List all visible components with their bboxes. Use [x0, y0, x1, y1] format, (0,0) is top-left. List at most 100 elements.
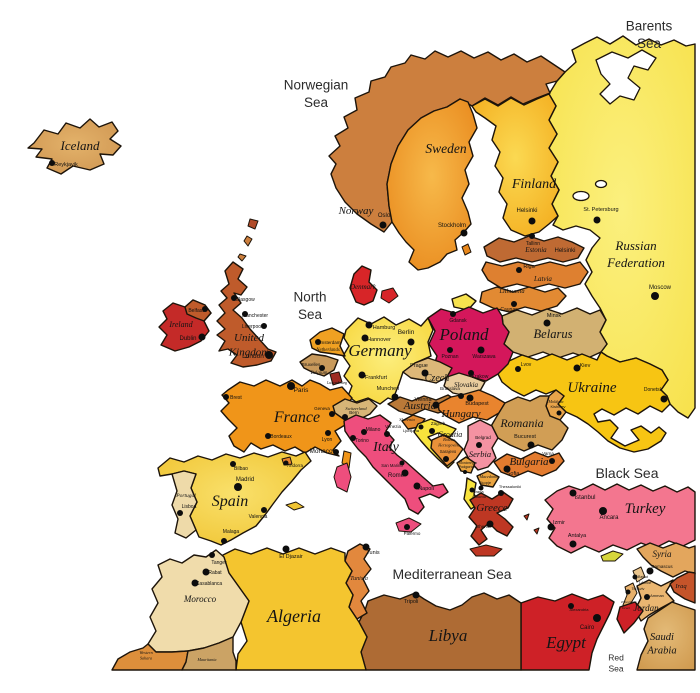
country-label: Mauritania — [196, 657, 216, 662]
sea-label: Barents — [626, 19, 673, 34]
city-label: Madrid — [236, 477, 254, 483]
country-label: Federation — [606, 255, 665, 270]
city-dot — [265, 351, 273, 359]
country-label: Finland — [511, 177, 557, 192]
country-label: Switzerland — [345, 406, 367, 411]
city-label: Caunas — [500, 307, 518, 313]
city-label: Helsinki — [554, 248, 575, 254]
city-dot — [569, 489, 577, 497]
country-shape-estonia — [483, 235, 585, 263]
country-label: Poland — [438, 325, 489, 344]
city-dot — [418, 424, 424, 430]
city-dot — [49, 160, 55, 166]
country-shape-sweden — [386, 98, 478, 271]
sea-label: Red — [608, 653, 624, 663]
city-label: Varna — [542, 451, 554, 456]
country-shape-mauritania — [181, 636, 237, 671]
city-label: Reykjavik — [54, 162, 78, 168]
country-shape-faroe — [247, 218, 259, 230]
country-shape-italy — [343, 414, 449, 515]
city-dot — [333, 449, 339, 455]
city-dot — [528, 217, 536, 225]
sea-label: Black Sea — [595, 465, 658, 481]
country-label: Hungary — [440, 408, 480, 420]
city-dot — [202, 306, 208, 312]
country-shape-kaliningrad — [451, 293, 477, 311]
country-label: Algeria — [266, 606, 321, 626]
city-dot — [429, 428, 435, 434]
city-label: Beirut — [638, 575, 649, 579]
country-label: Western — [139, 650, 152, 655]
country-shape-belgium — [299, 353, 339, 377]
city-label: Napoli — [418, 486, 434, 492]
city-label: Gdansk — [449, 318, 467, 324]
city-dot — [478, 485, 484, 491]
country-label: Germany — [348, 341, 412, 360]
country-label: Austria — [403, 400, 437, 412]
city-dot — [432, 401, 440, 409]
city-dot — [593, 614, 601, 622]
city-dot — [651, 292, 659, 300]
country-label: Iceland — [60, 138, 100, 153]
city-dot — [342, 414, 348, 420]
city-dot — [234, 483, 242, 491]
city-label: Paris — [294, 387, 310, 394]
country-shape-finland — [471, 93, 560, 237]
country-label: Serbia — [469, 449, 491, 459]
country-label: Bulgaria — [509, 456, 549, 468]
city-label: Belgrad — [475, 435, 491, 440]
country-label: Netherlands — [315, 348, 340, 353]
city-dot — [261, 507, 267, 513]
city-dot — [202, 568, 210, 576]
city-label: Athens — [475, 524, 490, 529]
country-label: Lithuania — [498, 288, 524, 295]
city-dot — [404, 524, 410, 530]
country-label: Belgium — [311, 371, 328, 376]
country-label: Belarus — [534, 327, 573, 341]
country-label: Portugal — [175, 493, 196, 499]
city-label: Tanger — [211, 560, 227, 566]
country-label: Syria — [653, 549, 672, 559]
city-dot — [543, 319, 551, 327]
city-label: Podgorica — [458, 465, 476, 469]
city-dot — [221, 538, 227, 544]
country-label: Estonia — [524, 246, 547, 254]
city-label: Venezia — [385, 424, 402, 429]
city-dot — [556, 410, 562, 416]
city-label: Rabat — [208, 570, 222, 576]
country-shape-crete — [469, 544, 503, 557]
city-label: Glasgow — [235, 297, 255, 303]
city-label: Alexandria — [570, 607, 590, 612]
country-shape-luxembourg — [329, 371, 343, 386]
city-dot — [515, 366, 521, 372]
country-label: Italy — [372, 440, 399, 455]
city-label: Malaga — [223, 529, 240, 535]
city-label: Dublin — [179, 336, 196, 342]
city-markers: Reykjavik Oslo Stockholm Helsinki Helsinki St… — [49, 160, 673, 631]
city-label: Krakow — [472, 374, 489, 380]
city-dot — [412, 591, 420, 599]
country-label: Macedonia — [479, 474, 499, 479]
country-label: Sahara — [140, 655, 152, 660]
city-label: Hannover — [367, 337, 391, 343]
country-label: Luxembourg — [326, 380, 347, 385]
city-dot — [460, 229, 468, 237]
city-dot — [447, 347, 453, 353]
country-label: Latvia — [533, 275, 552, 283]
country-shape-iceland — [27, 118, 122, 175]
city-label: Valencia — [249, 514, 268, 520]
city-dot — [660, 395, 668, 403]
country-label: Libya — [428, 626, 468, 645]
city-label: Sofia — [507, 471, 520, 477]
country-shape-aegean-islet — [533, 527, 540, 535]
country-shapes — [27, 35, 696, 671]
country-shape-united-kingdom — [216, 261, 277, 368]
city-dot — [230, 461, 236, 467]
country-shape-czech — [402, 357, 453, 384]
city-label: Rome — [388, 473, 405, 479]
city-dot — [625, 589, 631, 595]
city-label: Lisboa — [182, 504, 197, 510]
city-label: Lyon — [322, 437, 333, 443]
country-shape-gotland — [461, 243, 472, 256]
city-dot — [547, 523, 555, 531]
